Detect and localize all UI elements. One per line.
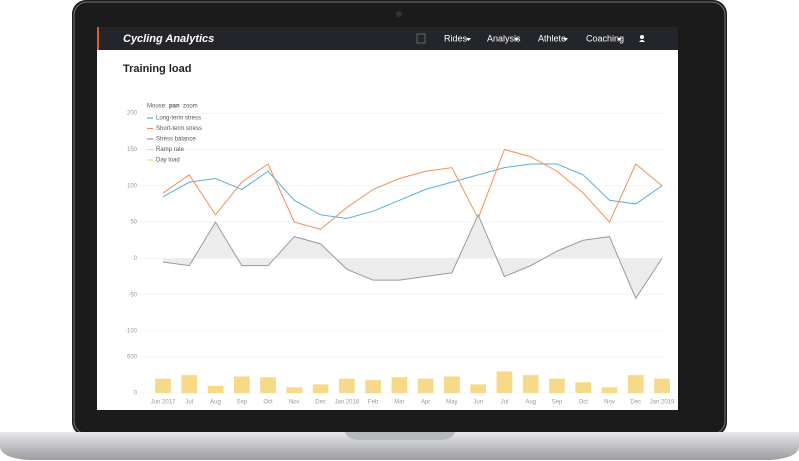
legend-label[interactable]: Short-term stress [156,126,202,132]
navbar [97,27,678,50]
camera [396,11,402,17]
series-line [162,213,663,300]
x-tick-label: May [446,400,457,406]
legend-mode: pan [169,104,180,110]
x-tick-label: Aug [525,400,536,406]
x-tick-label: Aug [210,400,221,406]
legend-label[interactable]: Ramp rate [156,147,185,153]
bar [207,385,224,393]
y-tick-label: 0 [134,256,138,262]
y-tick-label: 50 [130,220,137,226]
bar [365,380,381,393]
brand[interactable]: Cycling Analytics [123,33,214,45]
x-tick-label: Feb [368,400,379,406]
y-tick-label: 200 [127,111,138,117]
x-tick-label: Nov [289,400,300,406]
bar [417,378,434,393]
x-tick-label: Nov [604,400,615,406]
series-line [162,163,663,219]
x-tick-label: Dec [315,400,326,406]
y-tick-label: -100 [125,329,138,335]
bar [312,384,329,393]
y-tick-label: 500 [127,355,138,361]
screen [97,27,678,410]
y-tick-label: -50 [128,292,137,298]
y-tick-label: 150 [127,147,138,153]
bar [522,375,539,393]
bar [155,378,171,393]
laptop-base [0,432,799,460]
y-tick-label: 0 [134,391,138,397]
bar [286,387,303,393]
x-tick-label: Oct [579,400,589,406]
legend-label[interactable]: Stress balance [156,137,196,143]
x-tick-label: Sep [236,400,247,406]
bar [391,377,408,393]
bar [654,378,670,393]
bar [601,387,618,393]
series-line [162,148,663,230]
x-tick-label: Jul [185,400,193,406]
bar [496,371,513,393]
nav-item[interactable]: Athlete [538,33,566,43]
bar [444,376,460,393]
bar [470,384,487,393]
bar [260,377,276,393]
x-tick-label: Oct [263,400,273,406]
x-tick-label: Jan 2018 [334,400,359,406]
x-tick-label: Sep [552,400,563,406]
bar [233,376,250,393]
notch [345,432,455,440]
x-tick-label: Dec [630,400,641,406]
nav-item[interactable]: Rides [444,33,468,43]
x-tick-label: Jun [473,400,483,406]
legend-alt-mode[interactable]: zoom [183,104,198,110]
x-tick-label: Jan 2019 [650,400,675,406]
legend-mouse: Mouse: [147,104,167,110]
legend-label[interactable]: Day load [156,158,180,164]
x-tick-label: Jul [501,400,509,406]
nav-item[interactable]: Coaching [586,33,624,43]
legend-label[interactable]: Long-term stress [156,116,201,122]
chart: -100 -50 0 50 100 150 200 0 500 Jun 2017 Jul Aug Sep… [125,104,675,406]
user-icon[interactable] [639,35,645,42]
bar [338,378,355,393]
x-tick-label: Jun 2017 [151,400,176,406]
navbar-accent [97,27,99,50]
nav-icon[interactable] [416,33,426,44]
nav-item[interactable]: Analysis [487,33,521,43]
bar [181,375,198,393]
page-title: Training load [123,63,191,75]
x-tick-label: Apr [421,400,430,406]
balance-area [163,214,662,299]
bar [575,382,592,393]
bar [549,378,565,393]
y-tick-label: 100 [127,183,138,189]
bar [627,375,644,393]
x-tick-label: Mar [394,400,404,406]
